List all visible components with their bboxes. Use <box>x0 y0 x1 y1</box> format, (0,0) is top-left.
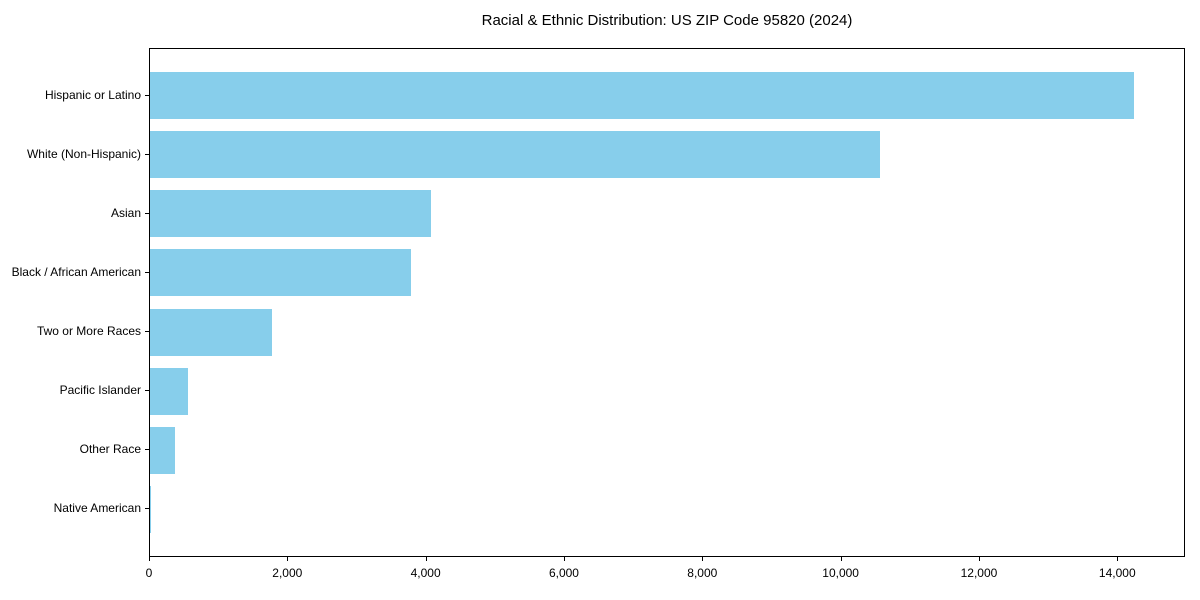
bar-pacific-islander <box>150 367 189 415</box>
y-tick-label-hispanic-or-latino: Hispanic or Latino <box>44 87 141 102</box>
y-tick-label-other-race: Other Race <box>79 442 141 457</box>
x-tick-mark <box>702 557 704 561</box>
bar-black-african-american <box>150 249 411 297</box>
y-tick-mark <box>145 390 149 392</box>
x-tick-label-10000: 10,000 <box>822 566 859 580</box>
bar-hispanic-or-latino <box>150 72 1135 120</box>
chart-title: Racial & Ethnic Distribution: US ZIP Cod… <box>481 12 853 29</box>
y-tick-label-black-african-american: Black / African American <box>11 264 141 279</box>
bar-native-american <box>150 485 152 533</box>
x-tick-mark <box>149 557 150 561</box>
y-tick-mark <box>145 508 149 510</box>
y-tick-label-white-non-hispanic: White (Non-Hispanic) <box>26 146 141 161</box>
y-tick-mark <box>145 449 149 451</box>
x-tick-mark <box>1117 557 1119 561</box>
plot-area <box>149 48 1185 557</box>
x-tick-label-14000: 14,000 <box>1098 566 1136 580</box>
y-tick-mark <box>145 94 149 96</box>
bar-two-or-more-races <box>150 308 273 356</box>
y-tick-label-two-or-more-races: Two or More Races <box>36 324 141 339</box>
x-tick-mark <box>425 557 427 561</box>
x-tick-label-4000: 4,000 <box>410 566 441 580</box>
x-tick-label-6000: 6,000 <box>548 566 579 580</box>
y-tick-mark <box>145 212 149 214</box>
y-tick-label-native-american: Native American <box>53 501 141 516</box>
x-tick-mark <box>978 557 980 561</box>
x-tick-label-8000: 8,000 <box>687 566 718 580</box>
y-tick-label-pacific-islander: Pacific Islander <box>59 383 141 398</box>
y-tick-mark <box>145 153 149 155</box>
x-tick-label-12000: 12,000 <box>960 566 998 580</box>
bar-asian <box>150 190 432 238</box>
bar-other-race <box>150 426 175 474</box>
x-tick-label-0: 0 <box>145 566 153 580</box>
y-tick-label-asian: Asian <box>110 205 141 220</box>
x-tick-mark <box>840 557 842 561</box>
y-tick-mark <box>145 331 149 333</box>
y-tick-mark <box>145 271 149 273</box>
x-tick-label-2000: 2,000 <box>272 566 303 580</box>
bar-white-non-hispanic <box>150 131 880 179</box>
x-tick-mark <box>287 557 289 561</box>
x-tick-mark <box>563 557 565 561</box>
